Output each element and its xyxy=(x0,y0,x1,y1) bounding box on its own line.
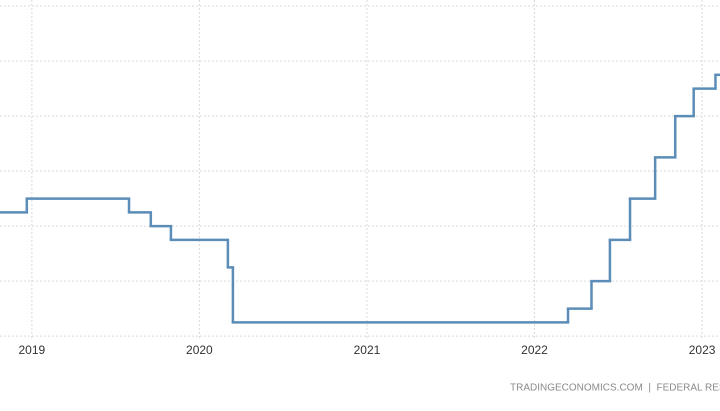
x-tick-label: 2020 xyxy=(186,343,213,357)
x-tick-label: 2023 xyxy=(689,343,716,357)
x-tick-label: 2021 xyxy=(354,343,381,357)
x-tick-label: 2022 xyxy=(521,343,548,357)
source-note: TRADINGECONOMICS.COM | FEDERAL RES xyxy=(510,383,720,394)
x-tick-label: 2019 xyxy=(18,343,45,357)
